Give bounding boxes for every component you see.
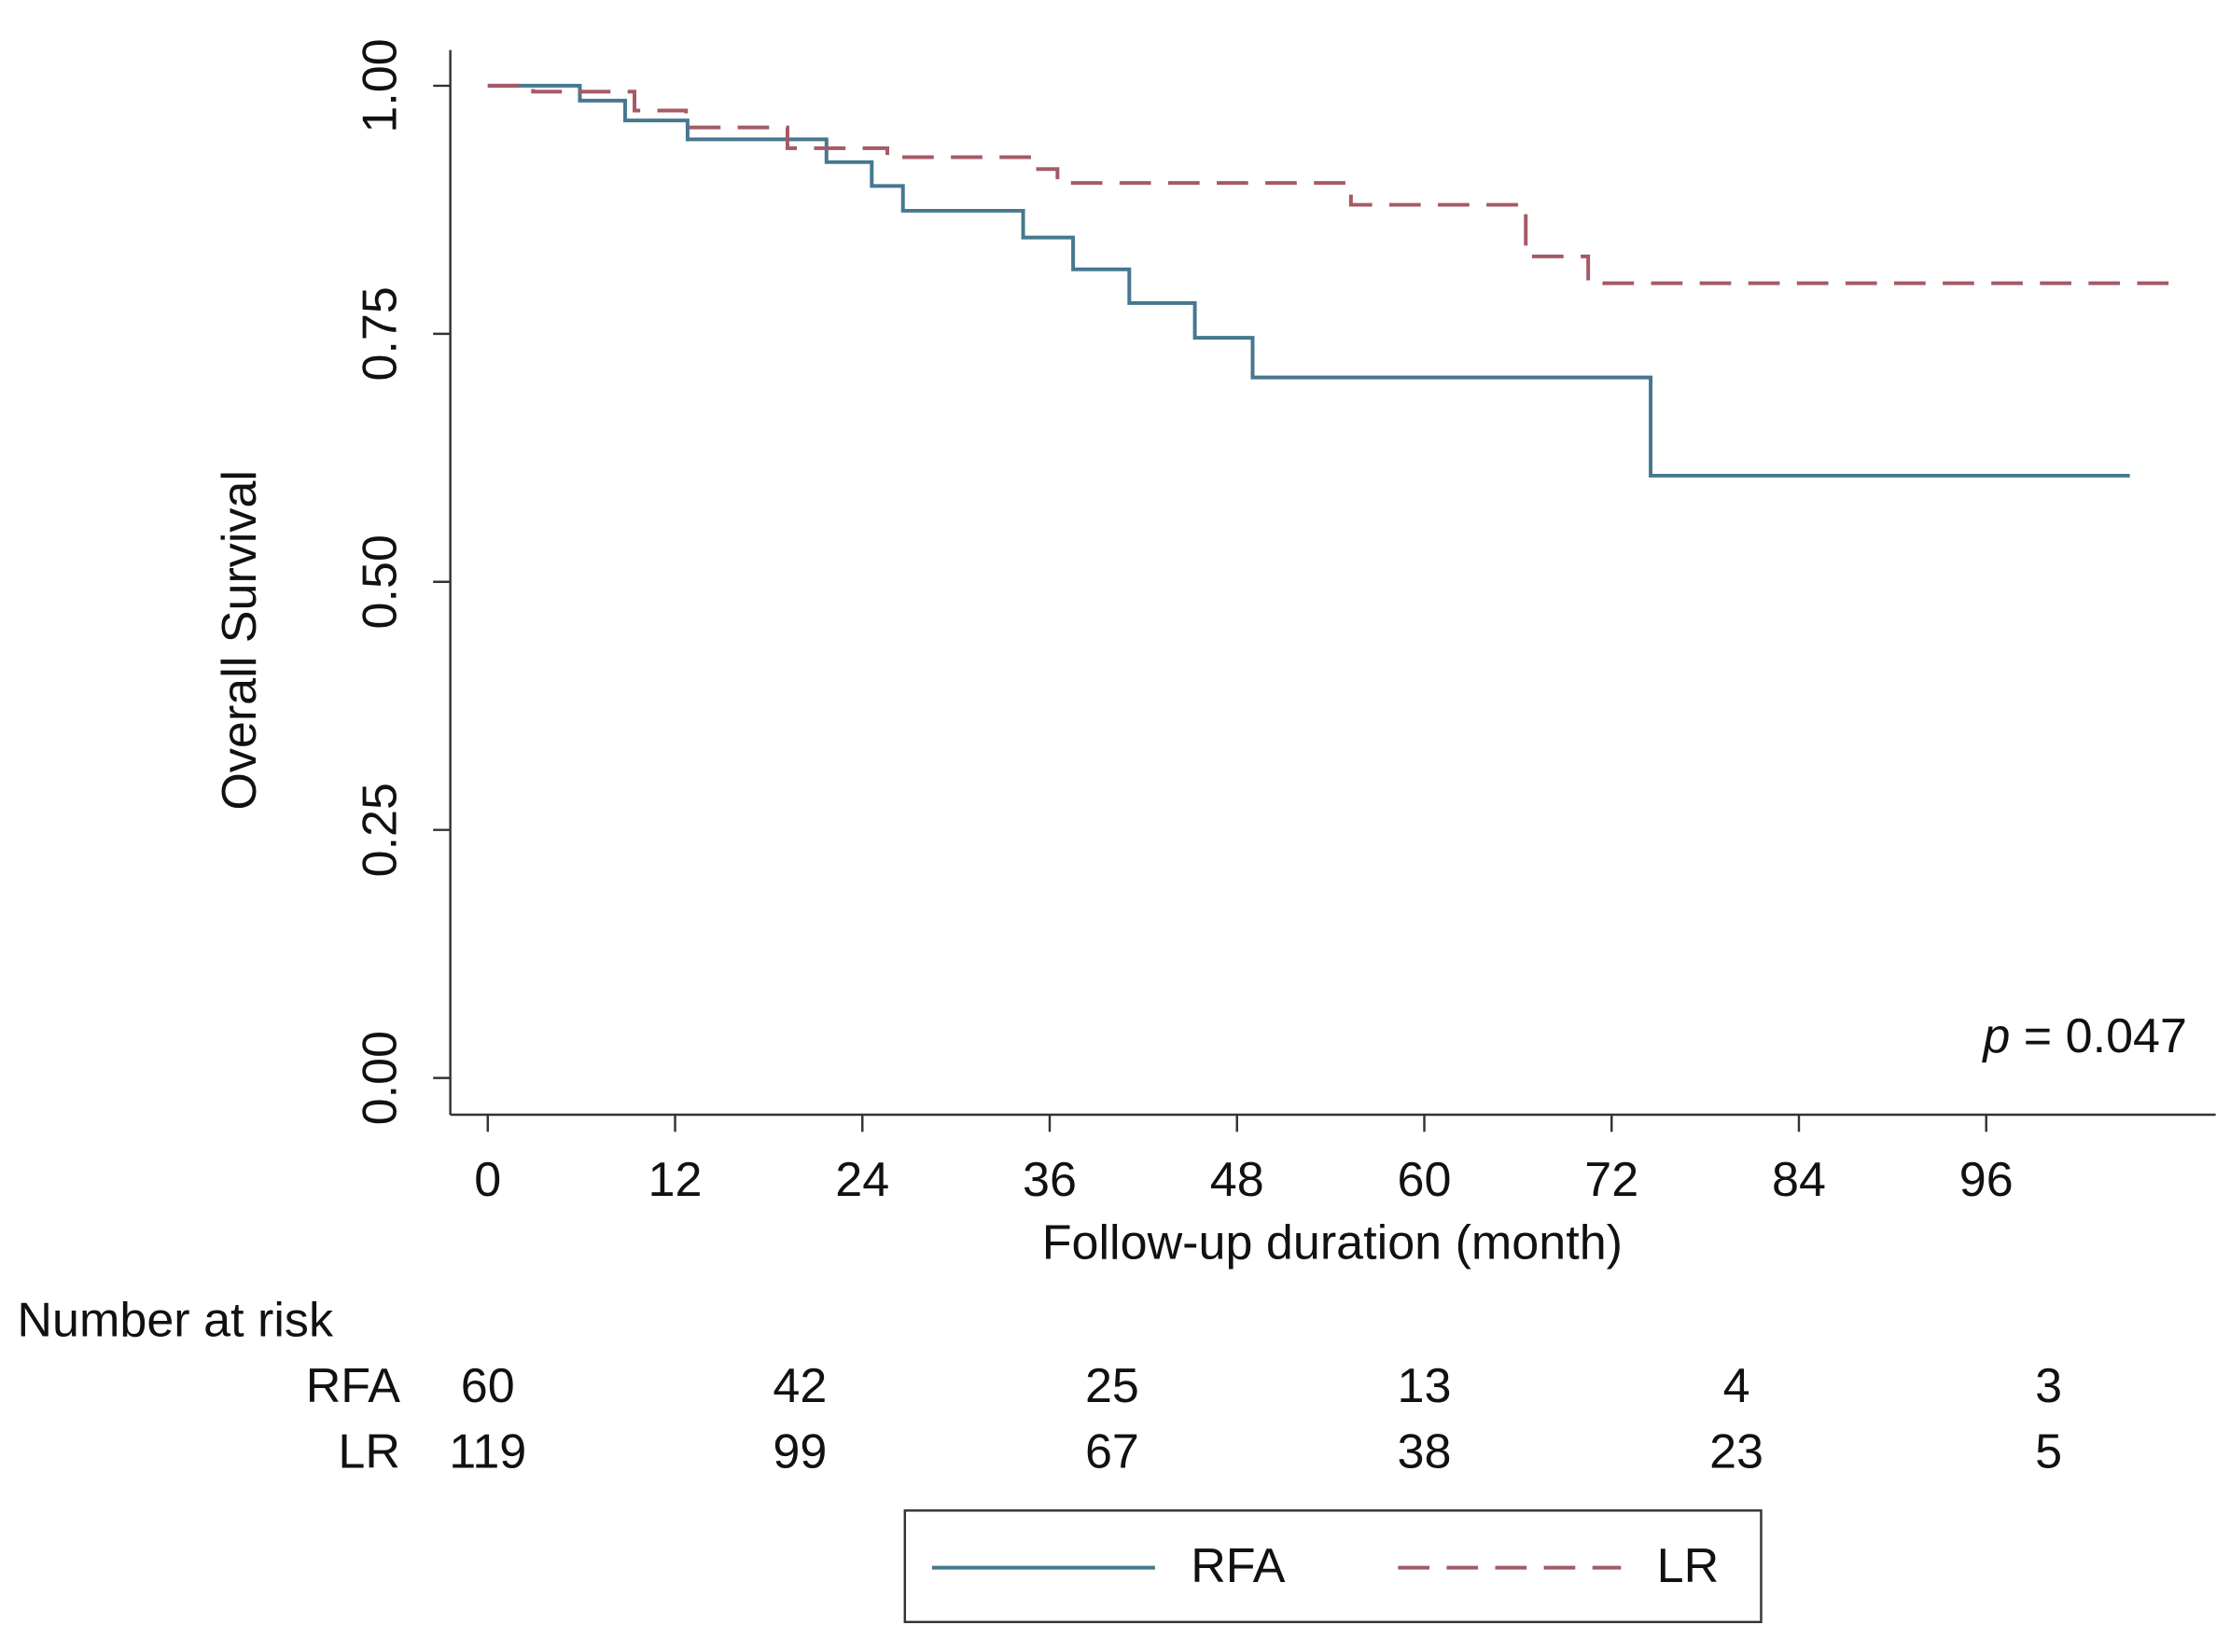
y-axis-title: Overall Survival (213, 470, 267, 811)
legend-label: RFA (1191, 1539, 1286, 1593)
y-tick-label: 0.00 (353, 1031, 407, 1125)
x-tick-label: 0 (474, 1153, 501, 1207)
survival-curve (487, 83, 2181, 285)
risk-value: 67 (1085, 1424, 1139, 1478)
x-tick-label: 48 (1210, 1153, 1264, 1207)
annotation: p = 0.047 (1981, 1009, 2187, 1063)
legend-label: LR (1657, 1539, 1720, 1593)
risk-value: 3 (2035, 1359, 2062, 1413)
risk-value: 13 (1398, 1359, 1452, 1413)
risk-value: 60 (461, 1359, 515, 1413)
risk-value: 5 (2035, 1424, 2062, 1478)
risk-value: 99 (773, 1424, 827, 1478)
risk-title: Number at risk (17, 1293, 334, 1347)
annotation-text: = 0.047 (2024, 1009, 2187, 1063)
x-tick-label: 96 (1959, 1153, 2014, 1207)
risk-value: 42 (773, 1359, 827, 1413)
y-tick-label: 0.25 (353, 783, 407, 877)
survival-curve (487, 83, 2130, 478)
risk-value: 38 (1398, 1424, 1452, 1478)
x-tick-label: 84 (1772, 1153, 1826, 1207)
risk-value: 25 (1085, 1359, 1139, 1413)
y-tick-label: 0.75 (353, 286, 407, 381)
risk-row-name: LR (338, 1424, 400, 1478)
risk-value: 23 (1709, 1424, 1763, 1478)
x-tick-label: 36 (1023, 1153, 1077, 1207)
y-tick-label: 0.50 (353, 534, 407, 629)
x-tick-label: 72 (1584, 1153, 1638, 1207)
annotation-italic: p (1981, 1009, 2010, 1063)
x-axis-title: Follow-up duration (month) (1042, 1216, 1623, 1270)
risk-row-name: RFA (306, 1359, 401, 1413)
x-tick-label: 12 (648, 1153, 703, 1207)
y-tick-label: 1.00 (353, 38, 407, 132)
x-tick-label: 60 (1398, 1153, 1452, 1207)
x-tick-label: 24 (835, 1153, 889, 1207)
risk-value: 4 (1723, 1359, 1750, 1413)
risk-value: 119 (449, 1424, 526, 1478)
